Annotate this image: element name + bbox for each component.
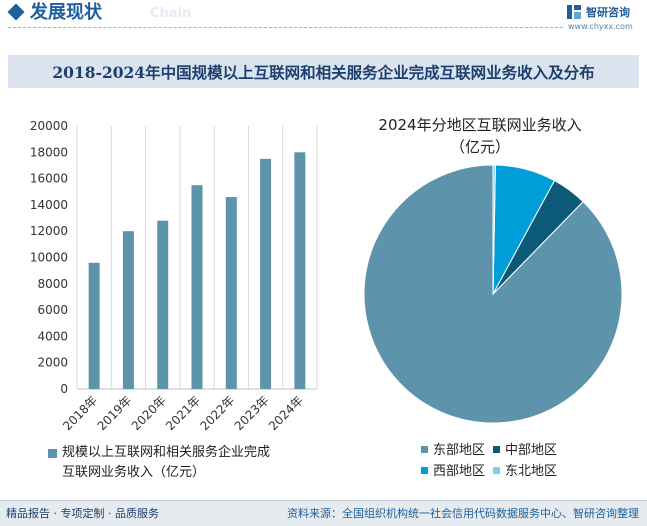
bar-legend-line1: 规模以上互联网和相关服务企业完成 <box>62 445 271 460</box>
bar-legend-swatch <box>48 449 57 458</box>
main-title: 2018-2024年中国规模以上互联网和相关服务企业完成互联网业务收入及分布 <box>52 62 595 82</box>
pie-legend-swatch <box>421 446 428 453</box>
logo-url: www.chyxx.com <box>568 22 633 31</box>
bar-y-tick-label: 2000 <box>37 356 68 370</box>
footer-source: 资料来源：全国组织机构统一社会信用代码数据服务中心、智研咨询整理 <box>287 507 639 520</box>
bar-legend-text: 规模以上互联网和相关服务企业完成 互联网业务收入（亿元） <box>62 443 270 483</box>
pie-title: 2024年分地区互联网业务收入 （亿元） <box>360 114 600 158</box>
pie-legend-item-east: 东部地区 <box>421 443 485 459</box>
section-title-en: Chain <box>150 6 192 21</box>
pie-legend-swatch <box>493 467 500 474</box>
pie-legend-item-central: 中部地区 <box>493 443 557 459</box>
bar <box>191 185 203 389</box>
bar-x-tick-label: 2023年 <box>232 393 272 433</box>
pie-legend-item-west: 西部地区 <box>421 464 485 480</box>
bar-y-tick-label: 18000 <box>30 145 68 159</box>
pie-slice <box>492 164 496 295</box>
bar-y-tick-label: 20000 <box>30 119 68 133</box>
bar-y-tick-label: 10000 <box>30 251 68 265</box>
bar-legend-line2: 互联网业务收入（亿元） <box>62 465 206 480</box>
page-footer: 精品报告 · 专项定制 · 品质服务 资料来源：全国组织机构统一社会信用代码数据… <box>0 500 647 526</box>
header-divider <box>8 27 563 28</box>
bar-y-tick-label: 0 <box>60 382 68 396</box>
charts-canvas: 0 2000 4000 6000 8000 10000 12000 14000 16000 180… <box>30 119 623 433</box>
pie-legend-swatch <box>421 467 428 474</box>
bar <box>225 197 237 389</box>
pie-legend-label: 东北地区 <box>505 464 558 479</box>
bar-y-tick-label: 4000 <box>37 329 68 343</box>
logo-name: 智研咨询 <box>586 6 630 19</box>
bar-y-tick-label: 8000 <box>37 277 68 291</box>
page-header: 发展现状 Chain 智研咨询 www.chyxx.com <box>0 0 647 32</box>
bar-y-tick-label: 16000 <box>30 172 68 186</box>
pie-legend-label: 东部地区 <box>433 443 486 458</box>
logo-icon <box>567 5 581 19</box>
bar-y-tick-label: 14000 <box>30 198 68 212</box>
pie-legend-label: 西部地区 <box>433 464 486 479</box>
bar-x-tick-label: 2022年 <box>197 393 237 433</box>
pie-legend-swatch <box>493 446 500 453</box>
bar-x-tick-label: 2020年 <box>129 393 169 433</box>
bar <box>122 231 134 389</box>
chart-title-band: 2018-2024年中国规模以上互联网和相关服务企业完成互联网业务收入及分布 <box>8 55 639 88</box>
footer-slogan: 精品报告 · 专项定制 · 品质服务 <box>6 507 159 520</box>
bar <box>294 152 306 389</box>
bar <box>88 262 100 389</box>
brand-logo: 智研咨询 www.chyxx.com <box>566 2 644 32</box>
bar-y-tick-label: 12000 <box>30 224 68 238</box>
bar <box>260 158 272 389</box>
section-title: 发展现状 <box>30 2 102 23</box>
pie-title-line1: 2024年分地区互联网业务收入 <box>378 116 582 134</box>
bar-x-tick-label: 2019年 <box>95 393 135 433</box>
pie-title-line2: （亿元） <box>449 138 510 156</box>
bar-x-tick-label: 2018年 <box>60 393 100 433</box>
bar-x-tick-label: 2024年 <box>266 393 306 433</box>
bar-x-tick-label: 2021年 <box>163 393 203 433</box>
bar <box>157 220 169 389</box>
pie-legend-label: 中部地区 <box>505 443 558 458</box>
bar-y-tick-label: 6000 <box>37 303 68 317</box>
pie-legend-item-northeast: 东北地区 <box>493 464 557 480</box>
